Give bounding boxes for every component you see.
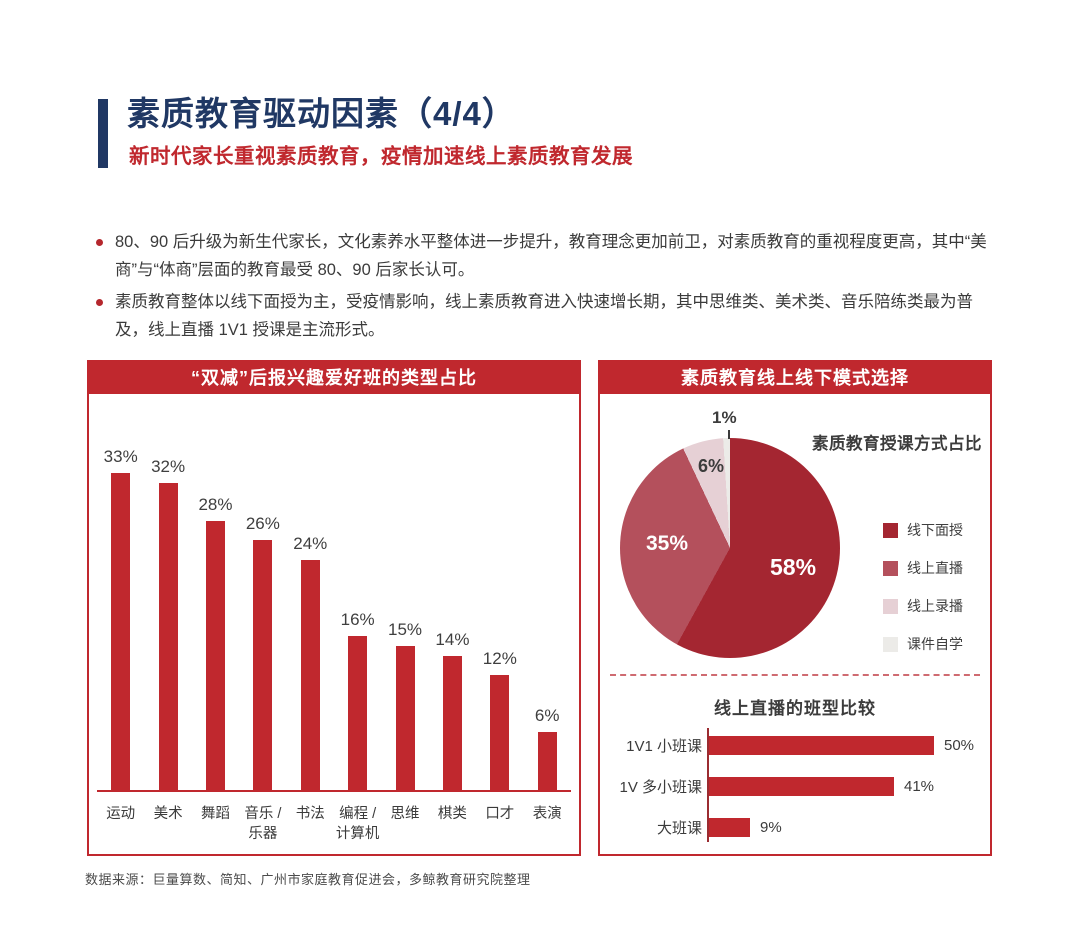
hbar-row: 1V1 小班课 50% [610, 736, 984, 755]
legend-item: 线上录播 [883, 596, 963, 616]
hbar-value-label: 9% [760, 819, 782, 836]
hbar-row: 1V 多小班课 41% [610, 777, 984, 796]
bar-category-label: 舞蹈 [200, 806, 230, 822]
panel-header: “双减”后报兴趣爱好班的类型占比 [87, 360, 581, 394]
pie-chart-title: 素质教育授课方式占比 [812, 435, 982, 453]
bar-column: 12% [476, 649, 523, 790]
dashed-divider [610, 674, 980, 676]
page-subtitle: 新时代家长重视素质教育，疫情加速线上素质教育发展 [129, 145, 633, 168]
bar [442, 656, 462, 790]
bar [537, 732, 557, 790]
hbar-axis-line [707, 728, 709, 842]
bar [348, 636, 368, 790]
legend-swatch [883, 522, 898, 538]
panel-online-offline-modes: 素质教育线上线下模式选择 58% 35% 6% 1% 素质教育授课方式占比 线下… [598, 360, 992, 856]
hbar-value-label: 50% [944, 737, 975, 754]
panel-interest-class-types: “双减”后报兴趣爱好班的类型占比 33% 32% 28% 26% 24% 16% 15% 14… [87, 360, 581, 856]
title-accent-bar [98, 99, 108, 168]
data-source-note: 数据来源：巨量算数、简知、广州市家庭教育促进会，多鲸教育研究院整理 [85, 872, 531, 887]
bar-category-label: 编程 / 计算机 [335, 806, 380, 842]
bar-category-label: 思维 [390, 806, 420, 822]
bar-column: 24% [287, 534, 334, 790]
legend-item: 线下面授 [883, 520, 963, 540]
bullet-text: 80、90 后升级为新生代家长，文化素养水平整体进一步提升，教育理念更加前卫，对… [115, 233, 987, 279]
bar [300, 560, 320, 790]
bullet-dot-icon [96, 239, 103, 246]
legend-label: 线下面授 [907, 522, 963, 538]
bar-value-label: 14% [435, 630, 470, 649]
pie-legend: 线下面授线上直播线上录播课件自学 [883, 520, 963, 654]
page-title: 素质教育驱动因素（4/4） [127, 95, 516, 132]
bar-value-label: 6% [534, 706, 560, 725]
bullet-list: 80、90 后升级为新生代家长，文化素养水平整体进一步提升，教育理念更加前卫，对… [96, 229, 996, 349]
pie-chart [620, 438, 840, 658]
bar-category-label: 运动 [106, 806, 136, 822]
bar-column: 14% [429, 630, 476, 790]
pie-slice-label: 35% [646, 532, 689, 555]
legend-item: 课件自学 [883, 634, 963, 654]
bar [253, 540, 273, 790]
hbar-chart-title: 线上直播的班型比较 [714, 699, 876, 718]
hbar-category-label: 1V1 小班课 [626, 738, 702, 755]
bar [205, 521, 225, 790]
bar-value-label: 24% [293, 534, 328, 553]
bar-column: 33% [97, 447, 144, 790]
bar-category-label: 书法 [295, 806, 325, 822]
hbar-row: 大班课 9% [610, 818, 984, 837]
pie-slice-label: 6% [698, 456, 725, 476]
legend-item: 线上直播 [883, 558, 963, 578]
bar [158, 483, 178, 790]
bullet-text: 素质教育整体以线下面授为主，受疫情影响，线上素质教育进入快速增长期，其中思维类、… [115, 293, 973, 339]
hbar-value-label: 41% [904, 778, 935, 795]
panel-header: 素质教育线上线下模式选择 [598, 360, 992, 394]
bar-category-label: 美术 [153, 806, 183, 822]
bar-value-label: 16% [340, 610, 375, 629]
hbar-category-label: 1V 多小班课 [619, 779, 702, 796]
bar-value-label: 33% [103, 447, 138, 466]
bar-column: 15% [381, 620, 428, 790]
bar [111, 473, 131, 790]
bar-column: 6% [524, 706, 571, 790]
hbar [709, 736, 934, 755]
legend-label: 课件自学 [907, 636, 963, 652]
pie-slice-label: 58% [770, 554, 817, 580]
bar-column: 32% [144, 457, 191, 790]
panel-body: 33% 32% 28% 26% 24% 16% 15% 14% 12% 6% 运动 美术 舞蹈 音乐 /… [87, 394, 581, 856]
bar-column: 16% [334, 610, 381, 790]
list-item: 素质教育整体以线下面授为主，受疫情影响，线上素质教育进入快速增长期，其中思维类、… [96, 289, 996, 344]
bar-column: 26% [239, 514, 286, 790]
bar-category-label: 口才 [485, 806, 515, 822]
panel-body: 58% 35% 6% 1% 素质教育授课方式占比 线下面授线上直播线上录播课件自… [598, 394, 992, 856]
legend-label: 线上直播 [907, 560, 963, 576]
hbar [709, 777, 894, 796]
bullet-dot-icon [96, 299, 103, 306]
column-chart: 33% 32% 28% 26% 24% 16% 15% 14% 12% 6% [97, 444, 571, 792]
bar-value-label: 32% [151, 457, 186, 476]
bar-category-label: 音乐 / 乐器 [244, 806, 282, 842]
bar-category-label: 棋类 [437, 806, 467, 822]
list-item: 80、90 后升级为新生代家长，文化素养水平整体进一步提升，教育理念更加前卫，对… [96, 229, 996, 284]
bar-value-label: 26% [245, 514, 280, 533]
legend-label: 线上录播 [907, 598, 963, 614]
bar-value-label: 15% [388, 620, 423, 639]
bar-column: 28% [192, 495, 239, 790]
bar-value-label: 12% [482, 649, 517, 668]
bar-category-label: 表演 [532, 806, 562, 822]
hbar-category-label: 大班课 [656, 820, 702, 837]
pie-slice-label: 1% [712, 408, 737, 427]
column-chart-categories: 运动 美术 舞蹈 音乐 / 乐器 书法 编程 / 计算机 思维 棋类 口才 表演 [97, 804, 571, 844]
legend-swatch [883, 560, 898, 576]
legend-swatch [883, 636, 898, 652]
bar [395, 646, 415, 790]
legend-swatch [883, 598, 898, 614]
bar [490, 675, 510, 790]
hbar [709, 818, 750, 837]
bar-value-label: 28% [198, 495, 233, 514]
hbar-chart: 1V1 小班课 50% 1V 多小班课 41% 大班课 9% [610, 736, 984, 859]
pie-callout-tick [728, 430, 730, 439]
pie-chart-area: 58% 35% 6% 1% 素质教育授课方式占比 线下面授线上直播线上录播课件自… [600, 394, 990, 675]
